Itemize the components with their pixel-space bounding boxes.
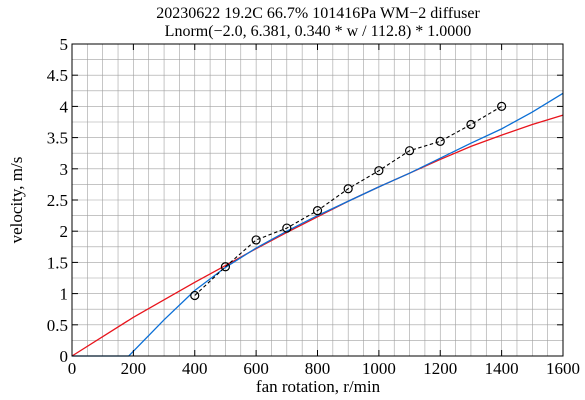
x-tick-label: 600 <box>243 359 269 378</box>
data-point-marker <box>404 146 415 156</box>
x-tick-label: 1400 <box>485 359 519 378</box>
x-tick-label: 0 <box>68 359 77 378</box>
x-tick-label: 1600 <box>546 359 580 378</box>
ticks: 0 200 400 600 800 1000 1200 1400 1600 0 0.5 1 1.5 2 2.… <box>47 35 580 378</box>
data-point-marker <box>220 262 231 272</box>
x-axis-label: fan rotation, r/min <box>256 377 381 396</box>
x-tick-label: 200 <box>121 359 147 378</box>
data-point-marker <box>190 290 200 301</box>
grid <box>71 43 564 357</box>
data-point-marker <box>374 166 384 176</box>
y-tick-label: 4.5 <box>47 66 68 85</box>
y-tick-label: 1.5 <box>47 253 68 272</box>
y-tick-label: 5 <box>60 35 69 54</box>
data-point-marker <box>312 206 323 216</box>
chart-subtitle: Lnorm(−2.0, 6.381, 0.340 * w / 112.8) * … <box>165 23 472 40</box>
y-tick-label: 2 <box>60 222 69 241</box>
x-tick-label: 800 <box>305 359 331 378</box>
series-group <box>71 92 564 357</box>
y-tick-label: 0 <box>60 347 69 366</box>
x-tick-label: 400 <box>182 359 208 378</box>
y-tick-label: 2.5 <box>47 191 68 210</box>
series-line-2 <box>72 92 564 357</box>
data-point-marker <box>466 119 476 130</box>
y-tick-label: 0.5 <box>47 316 68 335</box>
data-point-marker <box>282 223 292 233</box>
y-axis-label: velocity, m/s <box>7 157 26 244</box>
data-point-marker <box>343 184 353 194</box>
y-tick-label: 1 <box>60 285 69 304</box>
x-tick-label: 1200 <box>423 359 457 378</box>
data-point-marker <box>251 235 261 245</box>
data-point-marker <box>435 136 445 146</box>
x-tick-label: 1000 <box>362 359 396 378</box>
chart-title: 20230622 19.2C 66.7% 101416Pa WM−2 diffu… <box>156 5 480 22</box>
data-point-marker <box>497 101 507 112</box>
y-tick-label: 4 <box>60 97 69 116</box>
y-tick-label: 3 <box>60 160 69 179</box>
y-tick-label: 3.5 <box>47 129 68 148</box>
series-line-0 <box>194 105 502 296</box>
